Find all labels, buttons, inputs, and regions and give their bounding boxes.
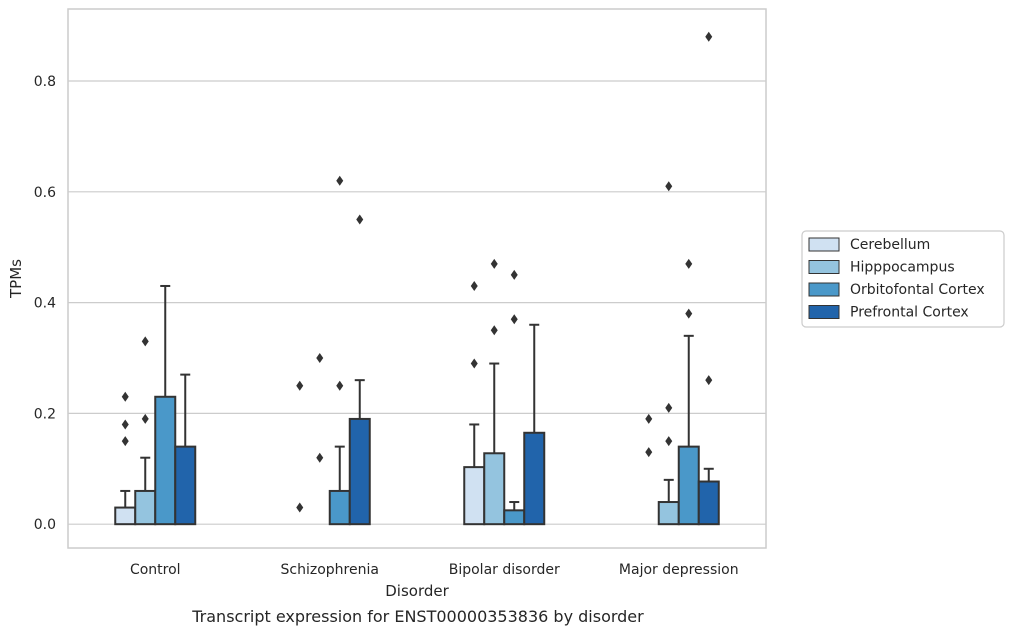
bars bbox=[114, 395, 720, 526]
outlier-point bbox=[141, 413, 149, 424]
x-tick-label: Bipolar disorder bbox=[449, 562, 560, 578]
outlier-point bbox=[490, 258, 498, 269]
outlier-point bbox=[470, 358, 478, 369]
outlier-point bbox=[121, 419, 129, 430]
outlier-point bbox=[470, 280, 478, 291]
outlier-point bbox=[645, 413, 653, 424]
outlier-point bbox=[141, 336, 149, 347]
bar bbox=[483, 452, 506, 526]
legend-label: Cerebellum bbox=[850, 237, 930, 253]
outlier-point bbox=[665, 181, 673, 192]
outlier-point bbox=[685, 308, 693, 319]
outlier-point bbox=[356, 214, 364, 225]
bar bbox=[677, 445, 700, 526]
outlier-point bbox=[296, 502, 304, 513]
outlier-points bbox=[121, 31, 713, 513]
legend-frame bbox=[801, 230, 1005, 328]
bar bbox=[174, 445, 197, 526]
bar bbox=[463, 466, 486, 526]
bar bbox=[697, 480, 720, 526]
y-tick-labels: 0.0 0.2 0.4 0.6 0.8 bbox=[34, 74, 56, 533]
legend-swatch bbox=[808, 282, 840, 297]
plot-frame bbox=[67, 8, 767, 549]
legend-label: Orbitofontal Cortex bbox=[850, 282, 985, 298]
error-bars bbox=[120, 284, 714, 511]
x-axis-title: Disorder bbox=[385, 582, 449, 600]
outlier-point bbox=[121, 391, 129, 402]
outlier-point bbox=[121, 436, 129, 447]
bar bbox=[657, 501, 680, 526]
figure-caption: Transcript expression for ENST0000035383… bbox=[191, 607, 644, 626]
bar bbox=[503, 509, 526, 526]
x-tick-label: Schizophrenia bbox=[281, 562, 379, 578]
bar bbox=[154, 395, 177, 526]
y-tick-label: 0.2 bbox=[34, 406, 56, 422]
legend-swatch bbox=[808, 237, 840, 252]
bar bbox=[523, 431, 546, 526]
y-tick-label: 0.8 bbox=[34, 74, 56, 90]
outlier-point bbox=[510, 314, 518, 325]
legend-label: Hipppocampus bbox=[850, 260, 955, 276]
legend: Cerebellum Hipppocampus Orbitofontal Corte… bbox=[801, 230, 1005, 328]
outlier-point bbox=[316, 452, 324, 463]
y-tick-label: 0.6 bbox=[34, 185, 56, 201]
legend-label: Prefrontal Cortex bbox=[850, 305, 969, 321]
bar bbox=[348, 417, 371, 526]
y-axis-title: TPMs bbox=[7, 259, 25, 299]
y-tick-label: 0.0 bbox=[34, 517, 56, 533]
outlier-point bbox=[296, 380, 304, 391]
outlier-point bbox=[490, 325, 498, 336]
outlier-point bbox=[685, 258, 693, 269]
legend-swatch bbox=[808, 305, 840, 319]
outlier-point bbox=[665, 402, 673, 413]
x-tick-label: Major depression bbox=[619, 562, 739, 578]
outlier-point bbox=[510, 269, 518, 280]
bar bbox=[114, 506, 137, 526]
bar bbox=[134, 489, 157, 526]
outlier-point bbox=[336, 175, 344, 186]
outlier-point bbox=[645, 447, 653, 458]
bar bbox=[328, 489, 351, 526]
legend-swatch bbox=[808, 260, 840, 274]
outlier-point bbox=[336, 380, 344, 391]
outlier-point bbox=[705, 31, 713, 42]
outlier-point bbox=[665, 436, 673, 447]
y-tick-label: 0.4 bbox=[34, 296, 56, 312]
x-tick-labels: Control Schizophrenia Bipolar disorder Majo… bbox=[130, 562, 739, 578]
x-tick-label: Control bbox=[130, 562, 181, 578]
outlier-point bbox=[316, 352, 324, 363]
outlier-point bbox=[705, 375, 713, 386]
